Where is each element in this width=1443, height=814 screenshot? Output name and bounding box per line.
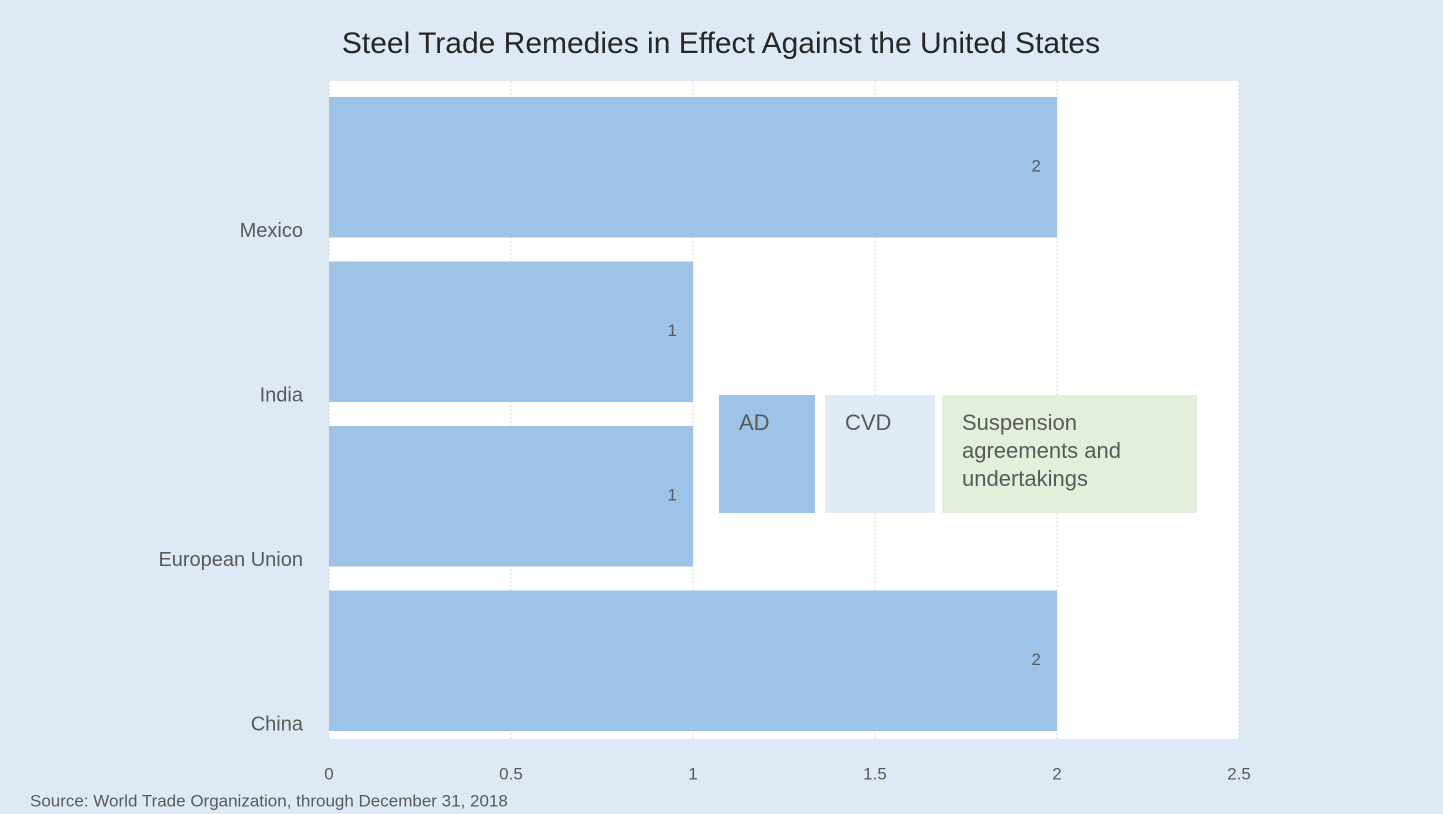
x-tick-label: 2.5 <box>1227 764 1251 783</box>
legend-entry: CVD <box>825 395 935 513</box>
data-label: 1 <box>668 321 677 340</box>
x-tick-label: 2 <box>1052 764 1061 783</box>
legend-entry: Suspension agreements and undertakings <box>942 395 1197 513</box>
y-tick-label: China <box>251 713 304 735</box>
x-tick-label: 1 <box>688 764 697 783</box>
x-tick-label: 0 <box>324 764 333 783</box>
bar <box>329 97 1057 238</box>
data-label: 2 <box>1032 157 1041 176</box>
legend-entry: AD <box>719 395 815 513</box>
x-tick-label: 1.5 <box>863 764 887 783</box>
y-tick-label: India <box>260 384 304 406</box>
y-tick-label: Mexico <box>240 220 303 242</box>
bar <box>329 426 693 567</box>
chart-title: Steel Trade Remedies in Effect Against t… <box>342 27 1100 60</box>
data-label: 1 <box>668 486 677 505</box>
y-tick-label: European Union <box>158 549 303 571</box>
data-label: 2 <box>1032 650 1041 669</box>
bar <box>329 261 693 402</box>
source-note: Source: World Trade Organization, throug… <box>30 791 508 810</box>
bar <box>329 590 1057 731</box>
x-tick-label: 0.5 <box>499 764 523 783</box>
